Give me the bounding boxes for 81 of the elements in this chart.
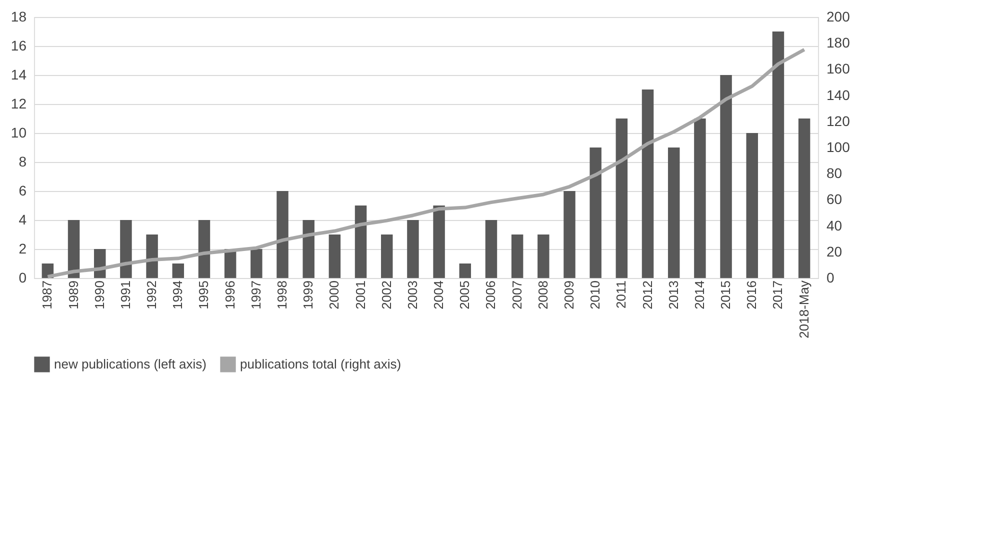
- bar: [198, 220, 210, 278]
- bar: [146, 234, 158, 278]
- bar: [250, 249, 262, 278]
- x-tick-label: 2002: [378, 280, 394, 310]
- bar: [720, 75, 732, 278]
- x-tick-label: 2018-May: [796, 280, 812, 338]
- bar: [772, 32, 784, 278]
- bar: [564, 191, 576, 278]
- x-tick-label: 2009: [561, 280, 576, 310]
- bar: [485, 220, 498, 278]
- bar: [616, 118, 628, 278]
- line-series: [46, 48, 806, 278]
- x-tick-label: 1987: [40, 280, 55, 310]
- y2-tick-label: 100: [826, 139, 850, 155]
- legend-label: new publications (left axis): [54, 356, 206, 372]
- x-tick-label: 2006: [483, 280, 498, 310]
- y2-tick-label: 180: [826, 34, 850, 51]
- bar: [276, 191, 288, 278]
- bar: [459, 264, 472, 278]
- y-tick-label: 14: [10, 66, 27, 82]
- y-tick-label: 12: [10, 96, 27, 112]
- x-tick-label: 2014: [692, 280, 707, 310]
- bar: [798, 118, 810, 278]
- x-tick-label: 2000: [326, 280, 342, 310]
- x-tick-label: 2008: [535, 280, 550, 310]
- bar: [694, 118, 706, 278]
- y-tick-label: 18: [10, 8, 27, 24]
- x-tick-label: 1991: [118, 280, 133, 310]
- x-tick-label: 1998: [274, 280, 290, 310]
- bar: [120, 220, 132, 278]
- x-tick-label: 2017: [770, 280, 786, 310]
- x-tick-label: 1999: [300, 280, 316, 310]
- y-tick-label: 0: [18, 270, 27, 286]
- x-tick-label: 2013: [666, 280, 681, 310]
- x-tick-label: 2015: [718, 280, 734, 310]
- y2-tick-label: 40: [826, 217, 842, 234]
- bar: [407, 220, 419, 278]
- bar: [68, 220, 80, 278]
- y2-tick-label: 140: [826, 86, 850, 103]
- bar: [642, 90, 654, 278]
- x-tick-label: 2001: [352, 280, 368, 310]
- y2-tick-label: 200: [826, 8, 850, 24]
- y-tick-label: 6: [18, 182, 27, 198]
- x-tick-label: 2016: [744, 280, 760, 310]
- bar: [302, 220, 314, 278]
- x-tick-label: 1995: [196, 280, 212, 310]
- x-tick-label: 1990: [92, 280, 107, 310]
- x-tick-label: 2007: [509, 280, 524, 310]
- bar: [380, 234, 393, 278]
- x-tick-label: 1992: [144, 280, 160, 310]
- y-tick-label: 10: [10, 124, 27, 140]
- y2-tick-label: 60: [826, 191, 842, 208]
- y2-tick-label: 160: [826, 60, 850, 77]
- x-tick-label: 1996: [222, 280, 238, 310]
- y2-tick-label: 20: [826, 243, 842, 260]
- x-tick-label: 1989: [66, 280, 81, 310]
- x-tick-label: 2011: [614, 280, 629, 308]
- y-tick-label: 8: [18, 154, 27, 170]
- y2-tick-label: 80: [826, 165, 842, 182]
- y2-tick-label: 120: [826, 112, 850, 129]
- x-tick-label: 2012: [640, 280, 655, 310]
- bar: [590, 148, 602, 278]
- legend-label: publications total (right axis): [240, 356, 402, 372]
- x-tick-label: 2005: [457, 280, 472, 310]
- bar: [328, 234, 341, 278]
- bar: [668, 148, 680, 278]
- x-tick-label: 1994: [170, 280, 186, 310]
- bar: [433, 206, 445, 278]
- bar: [746, 133, 758, 278]
- y-tick-label: 2: [18, 240, 27, 256]
- bar: [538, 234, 550, 278]
- x-tick-label: 1997: [248, 280, 264, 310]
- y-tick-label: 4: [18, 212, 27, 228]
- x-tick-label: 2010: [588, 280, 603, 310]
- bar: [354, 206, 367, 278]
- y2-tick-label: 0: [826, 270, 834, 286]
- x-tick-label: 2004: [431, 280, 446, 310]
- x-tick-label: 2003: [404, 280, 420, 310]
- bar: [172, 264, 184, 278]
- y-tick-label: 16: [10, 38, 27, 54]
- bar: [511, 234, 524, 278]
